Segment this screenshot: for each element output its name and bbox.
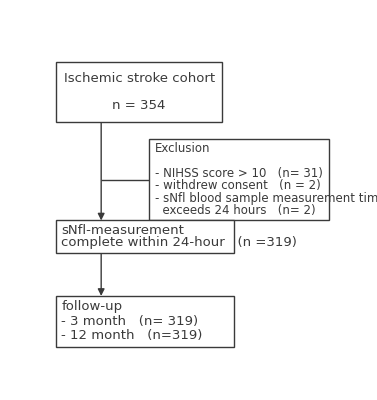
Text: - sNfl blood sample measurement time: - sNfl blood sample measurement time	[155, 192, 377, 205]
Text: - 3 month   (n= 319): - 3 month (n= 319)	[61, 315, 198, 328]
Text: complete within 24-hour   (n =319): complete within 24-hour (n =319)	[61, 236, 297, 249]
Text: - 12 month   (n=319): - 12 month (n=319)	[61, 329, 202, 342]
FancyBboxPatch shape	[56, 62, 222, 122]
Text: sNfl-measurement: sNfl-measurement	[61, 224, 184, 237]
FancyBboxPatch shape	[56, 220, 234, 253]
Text: - withdrew consent   (n = 2): - withdrew consent (n = 2)	[155, 179, 320, 192]
FancyBboxPatch shape	[149, 139, 329, 220]
Text: exceeds 24 hours   (n= 2): exceeds 24 hours (n= 2)	[155, 204, 315, 217]
FancyBboxPatch shape	[56, 296, 234, 347]
Text: Exclusion: Exclusion	[155, 142, 210, 155]
Text: Ischemic stroke cohort: Ischemic stroke cohort	[64, 72, 215, 85]
Text: - NIHSS score > 10   (n= 31): - NIHSS score > 10 (n= 31)	[155, 167, 322, 180]
Text: follow-up: follow-up	[61, 300, 122, 313]
Text: n = 354: n = 354	[112, 98, 166, 112]
